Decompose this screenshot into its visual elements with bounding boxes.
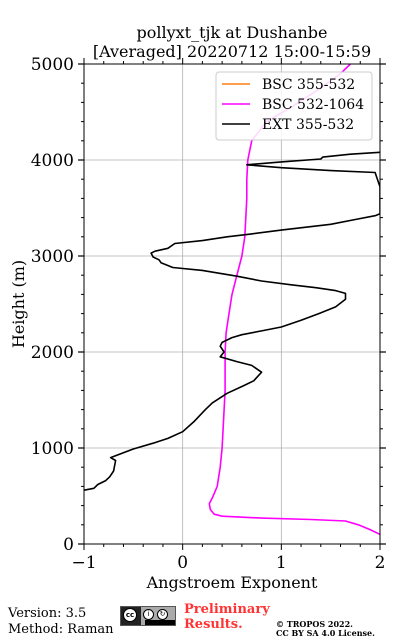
- cc-circle-icon: cc: [123, 608, 137, 622]
- preliminary-line-1: Preliminary: [184, 602, 270, 617]
- method-label: Method: Raman: [8, 622, 114, 637]
- copyright-line-1: © TROPOS 2022.: [276, 619, 353, 629]
- x-axis-label: Angstroem Exponent: [146, 573, 318, 592]
- legend-box: [215, 71, 373, 141]
- axes-frame: [83, 63, 381, 545]
- y-tick-label: 0: [63, 535, 74, 555]
- cc-sa-icon: ↻: [157, 609, 168, 620]
- x-tick-label: −1: [71, 553, 96, 573]
- legend-label-1: BSC 532-1064: [262, 97, 364, 113]
- cc-by-icon: i: [143, 609, 154, 620]
- chart-title-line-2: [Averaged] 20220712 15:00-15:59: [93, 42, 371, 61]
- y-tick-label: 3000: [31, 247, 74, 267]
- x-tick-label: 1: [276, 553, 287, 573]
- legend-label-2: EXT 355-532: [262, 117, 354, 133]
- x-tick-label: 2: [375, 553, 386, 573]
- preliminary-results-label: Preliminary Results.: [184, 602, 270, 632]
- copyright-line-2: CC BY SA 4.0 License.: [276, 628, 375, 638]
- x-tick-label: 0: [177, 553, 188, 573]
- chart-title-line-1: pollyxt_tjk at Dushanbe: [136, 23, 327, 42]
- cc-tags-strip: [145, 620, 175, 625]
- y-tick-label: 1000: [31, 439, 74, 459]
- series-line-2: [84, 151, 380, 491]
- version-label: Version: 3.5: [8, 606, 87, 621]
- preliminary-line-2: Results.: [184, 617, 243, 632]
- cc-license-icon: cc i ↻: [120, 606, 176, 626]
- y-tick-label: 2000: [31, 343, 74, 363]
- y-tick-label: 5000: [31, 55, 74, 75]
- copyright-notice: © TROPOS 2022. CC BY SA 4.0 License.: [276, 620, 375, 638]
- legend-label-0: BSC 355-532: [262, 77, 355, 93]
- y-tick-label: 4000: [31, 151, 74, 171]
- series-line-1: [208, 64, 380, 536]
- y-axis-label: Height (m): [9, 260, 28, 348]
